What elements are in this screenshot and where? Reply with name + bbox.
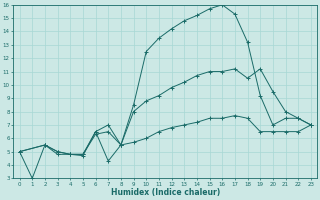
X-axis label: Humidex (Indice chaleur): Humidex (Indice chaleur) [111, 188, 220, 197]
